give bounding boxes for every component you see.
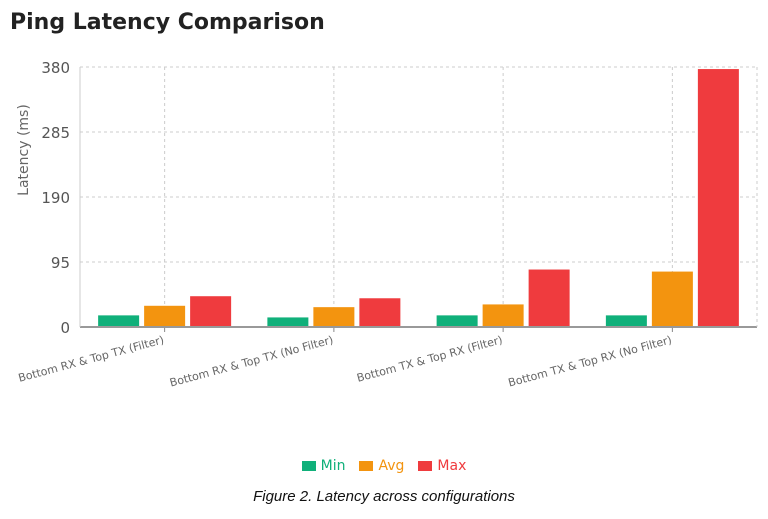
legend-swatch xyxy=(418,461,433,471)
legend: Min Avg Max xyxy=(0,458,768,474)
legend-swatch xyxy=(301,461,316,471)
y-tick-label: 0 xyxy=(60,319,70,337)
bar-min xyxy=(436,315,478,327)
y-tick-label: 95 xyxy=(51,254,70,272)
x-tick-label: Bottom TX & Top RX (No Filter) xyxy=(507,333,673,389)
chart-title: Ping Latency Comparison xyxy=(10,10,325,35)
legend-label: Max xyxy=(437,458,467,474)
bar-avg xyxy=(313,307,355,327)
bar-avg xyxy=(651,271,693,327)
bar-min xyxy=(605,315,647,327)
bar-max xyxy=(190,296,232,327)
legend-label: Avg xyxy=(378,458,405,474)
y-axis-label: Latency (ms) xyxy=(16,104,32,196)
bar-avg xyxy=(482,304,524,327)
bar-avg xyxy=(144,305,186,327)
bar-max xyxy=(359,298,401,327)
bar-min xyxy=(267,317,309,327)
y-tick-label: 190 xyxy=(41,189,70,207)
x-tick-label: Bottom RX & Top TX (No Filter) xyxy=(168,333,334,389)
x-tick-label: Bottom RX & Top TX (Filter) xyxy=(17,333,165,384)
legend-item-min[interactable]: Min xyxy=(301,458,346,474)
x-tick-label: Bottom TX & Top RX (Filter) xyxy=(355,333,503,384)
legend-item-max[interactable]: Max xyxy=(418,458,466,474)
legend-swatch xyxy=(359,461,374,471)
legend-label: Min xyxy=(320,458,346,474)
bar-max xyxy=(697,69,739,327)
legend-item-avg[interactable]: Avg xyxy=(359,458,404,474)
figure-caption: Figure 2. Latency across configurations xyxy=(253,488,515,505)
bar-max xyxy=(528,269,570,327)
bar-min xyxy=(98,315,140,327)
y-tick-label: 380 xyxy=(41,59,70,77)
y-tick-label: 285 xyxy=(41,124,70,142)
